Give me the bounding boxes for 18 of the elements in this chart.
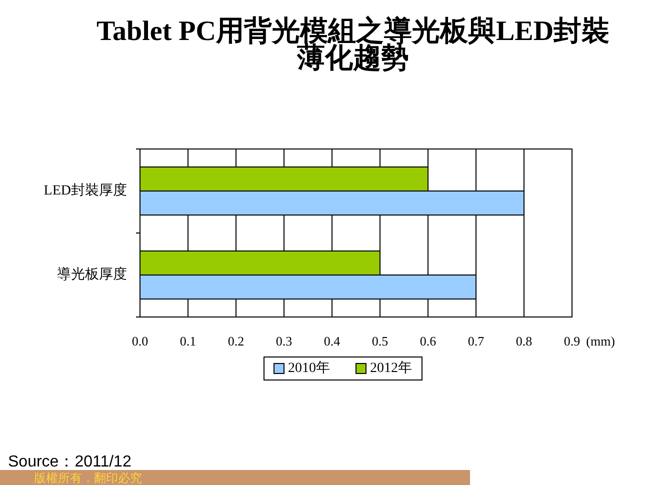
x-axis-title: (mm) xyxy=(586,334,616,348)
x-tick-label: 0.3 xyxy=(276,334,292,348)
x-tick-label: 0.9 xyxy=(564,334,580,348)
x-tick-label: 0.6 xyxy=(420,334,437,348)
legend-label: 2010年 xyxy=(288,360,330,376)
y-tick-label: 導光板厚度 xyxy=(57,266,127,282)
x-tick-label: 0.1 xyxy=(180,334,196,348)
x-tick-label: 0.7 xyxy=(468,334,485,348)
legend-label: 2012年 xyxy=(370,360,412,376)
x-tick-label: 0.2 xyxy=(228,334,244,348)
x-tick-label: 0.8 xyxy=(516,334,532,348)
text: 版權所有．翻印必究 xyxy=(34,471,142,485)
x-tick-label: 0.0 xyxy=(132,334,148,348)
x-tick-label: 0.5 xyxy=(372,334,388,348)
source-note: Source：2011/12 xyxy=(8,454,132,470)
y-tick-label: LED封裝厚度 xyxy=(44,182,127,198)
chart-title: Tablet PC用背光模組之導光板與LED封裝薄化趨勢 xyxy=(96,15,610,74)
x-tick-label: 0.4 xyxy=(324,334,341,348)
